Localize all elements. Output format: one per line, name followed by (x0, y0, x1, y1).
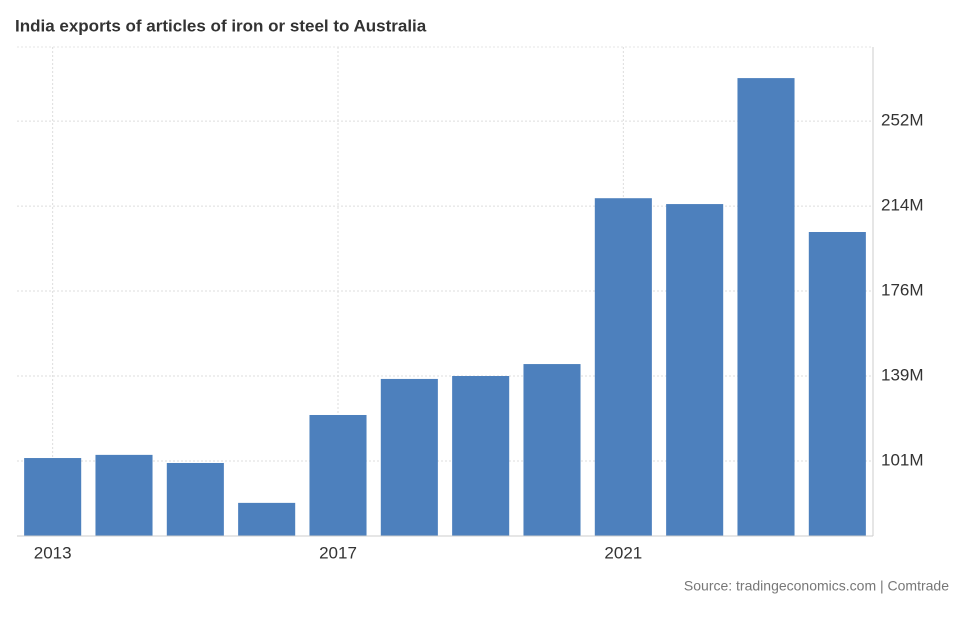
y-tick-label: 176M (881, 281, 924, 300)
bar (452, 376, 510, 536)
x-tick-label: 2021 (604, 543, 642, 562)
source: Source: tradingeconomics.com | Comtrade (684, 578, 949, 594)
y-tick-label: 214M (881, 196, 924, 215)
bar (808, 232, 866, 536)
bar (380, 378, 438, 536)
chart-title: India exports of articles of iron or ste… (15, 16, 427, 35)
bar (523, 364, 581, 536)
bar (666, 204, 724, 536)
bar (594, 198, 652, 536)
bar (309, 414, 367, 536)
bar (24, 458, 82, 536)
y-tick-label: 252M (881, 111, 924, 130)
y-tick-label: 101M (881, 450, 924, 469)
x-tick-label: 2017 (319, 543, 357, 562)
bar (95, 454, 153, 536)
bar (737, 78, 795, 537)
bar (166, 462, 224, 536)
bar (238, 502, 296, 536)
x-tick-label: 2013 (34, 543, 72, 562)
y-tick-label: 139M (881, 365, 924, 384)
